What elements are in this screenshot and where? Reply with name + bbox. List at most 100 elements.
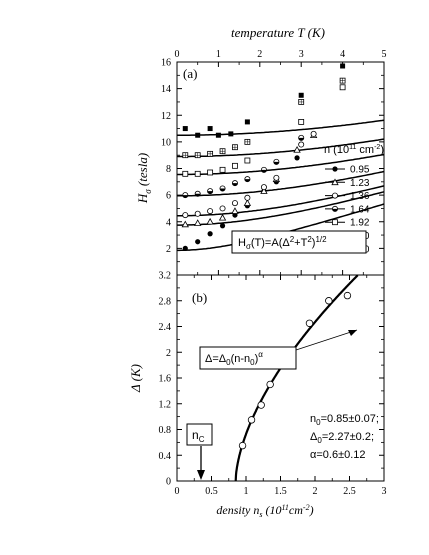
panel-a-xlabel: temperature T (K)	[231, 25, 325, 40]
formula-arrow-line	[295, 329, 358, 351]
formula-box-frame	[231, 230, 367, 254]
point-1.36-6-shape	[260, 184, 267, 191]
b-xtick-label-5: 2.5	[343, 486, 356, 497]
b-ytick-label-4: 1.6	[159, 374, 172, 385]
b-xtick-label-6: 3	[382, 486, 387, 497]
a-xtick-label-4: 4	[340, 49, 345, 60]
point-1.64-4-fill	[232, 183, 238, 186]
legend-label-1.36: 1.36	[350, 191, 370, 202]
a-ytick-label-2: 4	[166, 217, 171, 228]
fit-curve-2.40	[177, 119, 385, 136]
point-1.92-1-shape	[194, 170, 201, 177]
delta-formula-frame	[199, 346, 297, 370]
point-1.23-0	[181, 220, 189, 228]
point-1.36-5	[244, 194, 251, 201]
point-1.64-6-fill	[261, 169, 267, 173]
point-1.23-8	[293, 146, 301, 153]
legend-item-1.36: 1.36	[325, 191, 370, 202]
point-1.92-2	[207, 169, 214, 176]
panel-b-nc-marker: nC	[186, 423, 213, 480]
point-0.95-1-shape	[195, 239, 201, 245]
a-ytick-label-1: 2	[166, 244, 171, 255]
point-1.64-2	[207, 188, 214, 195]
legend-label-1.92: 1.92	[350, 218, 370, 229]
point-2.20-4	[232, 144, 238, 151]
panel-b-params: n0=0.85±0.07; Δ0=2.27±0.2; α=0.6±0.12	[310, 413, 379, 461]
nc-arrow-head	[197, 470, 205, 480]
point-1.92-3-shape	[219, 166, 226, 173]
point-1.92-1	[194, 170, 201, 177]
param-alpha: α=0.6±0.12	[310, 449, 366, 461]
point-1.23-3-shape	[218, 213, 227, 221]
b-ytick-label-8: 3.2	[159, 271, 172, 282]
point-2.40-2-shape	[207, 126, 213, 132]
panel-b-x-tick-labels: 0 0.5 1 1.5 2 2.5 3	[175, 486, 387, 497]
point-2.40-7	[340, 63, 346, 69]
point-2.40-4-shape	[228, 131, 234, 137]
point-1.92-0	[182, 170, 189, 177]
delta-point-1	[247, 416, 256, 424]
legend-label-1.23: 1.23	[350, 178, 370, 189]
point-1.64-3-fill	[219, 188, 226, 192]
legend-label-0.95: 0.95	[350, 165, 370, 176]
point-0.95-1	[195, 239, 201, 245]
point-1.36-5-shape	[244, 194, 251, 201]
b-ytick-label-0: 0	[166, 477, 171, 488]
point-1.92-7	[339, 84, 346, 91]
legend-marker-1.36-shape	[331, 192, 338, 199]
delta-point-5	[305, 319, 314, 327]
point-1.36-9	[310, 130, 317, 137]
a-ytick-label-4: 8	[166, 164, 171, 175]
b-xtick-label-4: 2	[313, 486, 318, 497]
point-2.40-7-shape	[340, 63, 346, 69]
point-1.36-1-shape	[194, 210, 201, 217]
point-1.36-8	[298, 141, 305, 148]
param-delta0: Δ0=2.27±0.2;	[310, 431, 374, 445]
fit-curve-1.64	[177, 170, 385, 197]
point-1.92-7-shape	[339, 84, 346, 91]
legend-item-1.92: 1.92	[325, 218, 370, 229]
point-2.20-3	[219, 148, 226, 155]
b-xtick-label-2: 1	[244, 486, 249, 497]
point-1.23-6	[260, 187, 268, 194]
point-2.40-0	[182, 126, 188, 132]
point-1.64-2-fill	[207, 191, 213, 194]
legend-item-0.95: 0.95	[325, 165, 370, 176]
point-2.40-5-shape	[244, 119, 250, 125]
delta-point-7	[343, 291, 352, 300]
fit-curve-1.36	[177, 185, 385, 217]
nc-label: nC	[192, 428, 205, 444]
point-1.23-1-shape	[194, 219, 202, 226]
legend-marker-0.95	[332, 166, 338, 172]
point-2.40-1	[195, 132, 201, 138]
point-1.92-4-shape	[232, 162, 238, 169]
param-n0: n0=0.85±0.07;	[310, 413, 379, 427]
point-1.92-0-shape	[182, 170, 189, 177]
point-2.40-6-shape	[298, 92, 304, 98]
legend-marker-1.23-shape	[331, 178, 339, 186]
b-ytick-label-6: 2.4	[159, 322, 172, 333]
a-ytick-label-7: 14	[161, 84, 171, 95]
point-1.23-1	[194, 219, 202, 226]
a-ytick-label-3: 6	[166, 191, 171, 202]
a-ytick-label-5: 10	[161, 137, 171, 148]
point-1.64-0	[182, 192, 189, 199]
a-xtick-label-2: 2	[257, 49, 262, 60]
panel-a-fit-curves	[177, 119, 385, 252]
formula-arrow-head	[348, 330, 357, 336]
panel-a-x-tick-labels: 0 1 2 3 4 5	[175, 49, 387, 60]
point-1.92-4	[232, 162, 238, 169]
panel-b-data-points	[238, 291, 352, 450]
legend-marker-1.64-fill	[332, 208, 338, 212]
panel-b-xlabel: density ns (1011cm-2)	[216, 503, 313, 519]
point-2.20-2	[207, 150, 214, 157]
point-2.40-1-shape	[195, 132, 201, 138]
point-2.20-6	[298, 99, 305, 105]
nc-box	[186, 423, 213, 446]
legend-title: n (1011 cm-2)	[324, 144, 384, 156]
legend-item-1.23: 1.23	[325, 178, 370, 189]
point-1.23-5	[243, 199, 252, 206]
point-1.64-5	[244, 176, 251, 183]
point-1.23-2-shape	[206, 217, 214, 225]
